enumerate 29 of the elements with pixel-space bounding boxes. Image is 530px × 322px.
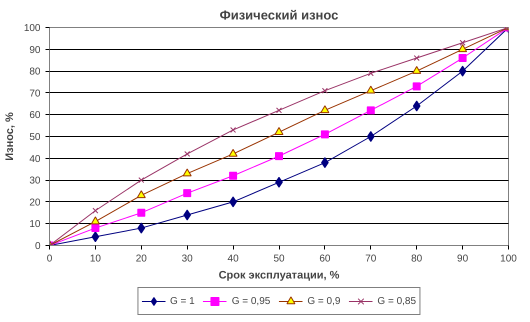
legend-label: G = 1 [170, 296, 195, 306]
y-tick-label: 70 [29, 88, 41, 100]
chart-title: Физический износ [220, 8, 338, 22]
x-tick-label: 90 [457, 254, 469, 264]
x-axis-title: Срок эксплуатации, % [218, 270, 340, 282]
x-tick-label: 100 [500, 254, 518, 264]
x-tick-label: 70 [365, 254, 377, 264]
y-tick-label: 60 [29, 110, 41, 122]
legend-label: G = 0,9 [307, 296, 340, 306]
y-tick-label: 100 [24, 23, 41, 34]
x-tick-label: 80 [411, 254, 423, 264]
x-tick-label: 50 [273, 254, 285, 264]
y-tick-label: 20 [29, 197, 41, 208]
y-tick-label: 30 [29, 176, 41, 187]
x-tick-label: 0 [46, 254, 53, 264]
x-tick-label: 60 [319, 254, 331, 264]
legend-label: G = 0,85 [377, 296, 416, 306]
y-tick-label: 90 [29, 44, 41, 56]
legend-label: G = 0,95 [232, 296, 270, 306]
y-tick-label: 40 [29, 154, 41, 165]
x-tick-label: 40 [228, 254, 240, 264]
y-tick-label: 10 [29, 219, 41, 230]
x-tick-label: 10 [90, 254, 102, 264]
x-tick-label: 30 [182, 254, 194, 264]
y-axis-title: Износ, % [4, 112, 16, 161]
x-tick-label: 20 [136, 254, 148, 264]
y-tick-label: 80 [29, 66, 41, 78]
y-tick-label: 50 [29, 132, 41, 143]
y-tick-label: 0 [34, 241, 41, 252]
